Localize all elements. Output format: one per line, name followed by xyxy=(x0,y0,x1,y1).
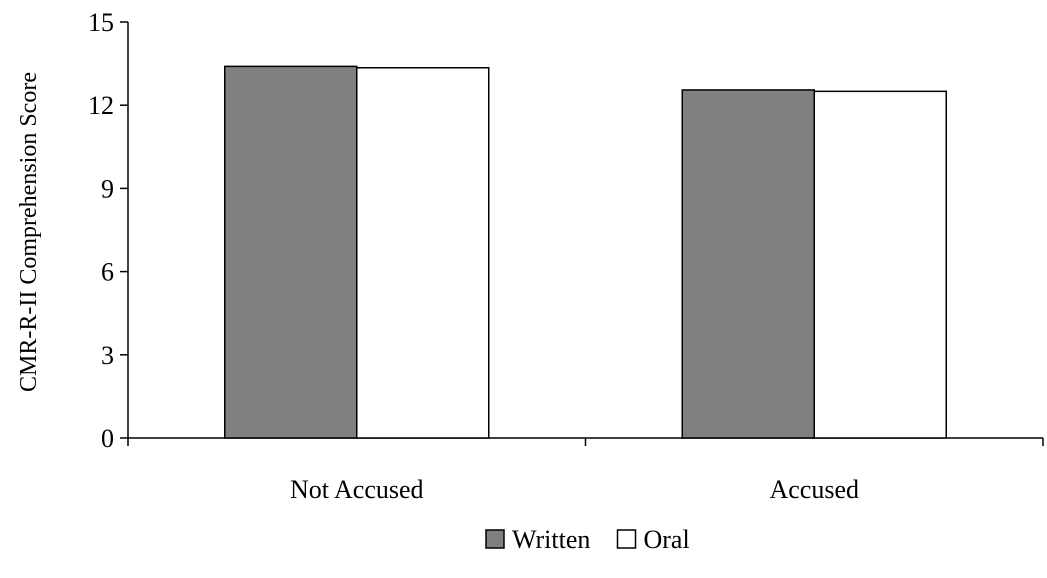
x-tick-labels: Not Accused Accused xyxy=(290,475,859,504)
y-tick-label: 9 xyxy=(101,174,114,203)
bar-oral-not-accused xyxy=(356,67,490,439)
bar-oral-accused xyxy=(813,90,947,439)
bar-written-accused xyxy=(681,89,815,439)
legend-swatch-oral xyxy=(616,529,637,549)
x-tick-label: Accused xyxy=(769,475,859,504)
legend-swatch-written xyxy=(485,529,505,549)
y-tick-label: 0 xyxy=(101,424,114,453)
y-tick-label: 12 xyxy=(88,91,114,120)
y-axis: 0 3 6 9 12 15 xyxy=(88,8,129,453)
y-tick-label: 3 xyxy=(101,341,114,370)
y-tick-label: 6 xyxy=(101,258,114,287)
y-axis-label: CMR-R-II Comprehension Score xyxy=(16,72,42,392)
x-axis xyxy=(127,437,1044,446)
legend: Written Oral xyxy=(485,525,690,554)
y-axis-label-group: CMR-R-II Comprehension Score xyxy=(16,72,42,392)
x-tick-label: Not Accused xyxy=(290,475,424,504)
bar-written-not-accused xyxy=(224,65,358,439)
legend-label-written: Written xyxy=(512,525,590,554)
bars xyxy=(224,65,947,439)
legend-label-oral: Oral xyxy=(644,525,690,554)
y-tick-label: 15 xyxy=(88,8,114,37)
